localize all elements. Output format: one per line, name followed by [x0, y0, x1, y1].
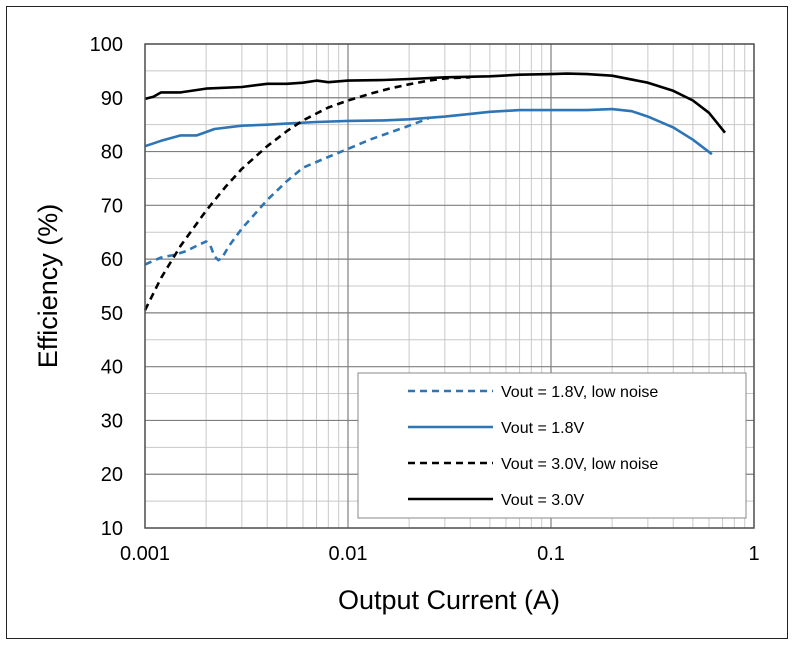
y-tick-label: 80 [101, 142, 123, 164]
x-tick-label: 0.1 [537, 543, 565, 565]
y-tick-label: 10 [101, 518, 123, 540]
y-tick-label: 20 [101, 464, 123, 486]
series-line-4 [144, 72, 727, 134]
series-line-3 [143, 76, 471, 311]
y-tick-label: 40 [101, 357, 123, 379]
y-tick-label: 90 [101, 88, 123, 110]
y-axis-title: Efficiency (%) [33, 204, 63, 369]
plot-area-border [144, 43, 755, 529]
efficiency-chart: 0.001 0.01 0.1 1 10 20 30 40 50 60 70 80 90 100 Outp… [33, 34, 760, 615]
x-axis-title: Output Current (A) [338, 585, 560, 615]
series-line-1 [144, 116, 430, 266]
series-layer [143, 72, 727, 311]
legend-box [357, 372, 747, 519]
y-tick-labels: 10 20 30 40 50 60 70 80 90 100 [90, 34, 123, 540]
legend-entries: Vout = 1.8V, low noise Vout = 1.8V Vout = … [408, 384, 658, 509]
series-line-2 [144, 107, 713, 156]
y-tick-label: 60 [101, 249, 123, 271]
legend-label: Vout = 3.0V, low noise [501, 456, 658, 473]
y-tick-label: 100 [90, 34, 123, 56]
chart-frame: 0.001 0.01 0.1 1 10 20 30 40 50 60 70 80 90 100 Outp… [6, 6, 788, 639]
y-tick-label: 50 [101, 303, 123, 325]
legend: Vout = 1.8V, low noise Vout = 1.8V Vout = … [357, 372, 747, 519]
legend-label: Vout = 1.8V [501, 420, 585, 437]
x-tick-label: 0.01 [329, 543, 368, 565]
x-tick-label: 1 [748, 543, 759, 565]
legend-label: Vout = 3.0V [501, 492, 585, 509]
legend-label: Vout = 1.8V, low noise [501, 384, 658, 401]
x-tick-label: 0.001 [120, 543, 170, 565]
y-tick-label: 70 [101, 195, 123, 217]
x-tick-labels: 0.001 0.01 0.1 1 [120, 543, 760, 565]
y-tick-label: 30 [101, 410, 123, 432]
